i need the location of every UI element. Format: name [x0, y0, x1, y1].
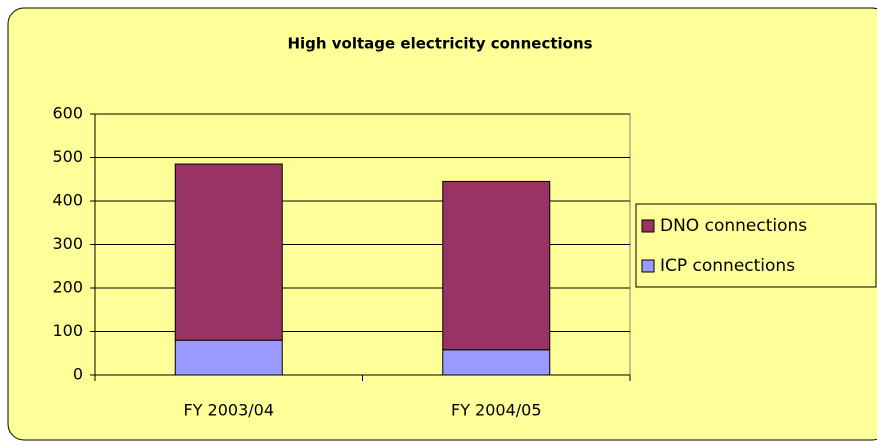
legend-box [635, 203, 877, 288]
legend-swatch [641, 219, 655, 233]
y-tick-label: 500 [52, 147, 83, 166]
y-tick-label: 300 [52, 234, 83, 253]
bar-segment [174, 163, 283, 341]
chart-title: High voltage electricity connections [287, 35, 592, 53]
y-tick-label: 200 [52, 278, 83, 297]
legend-label: DNO connections [660, 216, 807, 236]
x-tick-label: FY 2003/04 [183, 401, 274, 420]
legend-label: ICP connections [660, 256, 795, 276]
bar-segment [174, 339, 283, 376]
y-tick-label: 400 [52, 191, 83, 210]
x-tick-label: FY 2004/05 [451, 401, 542, 420]
bar-segment [442, 180, 551, 351]
y-tick-label: 0 [73, 365, 83, 384]
bar-segment [442, 349, 551, 376]
legend-swatch [641, 259, 655, 273]
y-tick-label: 100 [52, 321, 83, 340]
y-tick-label: 600 [52, 104, 83, 123]
